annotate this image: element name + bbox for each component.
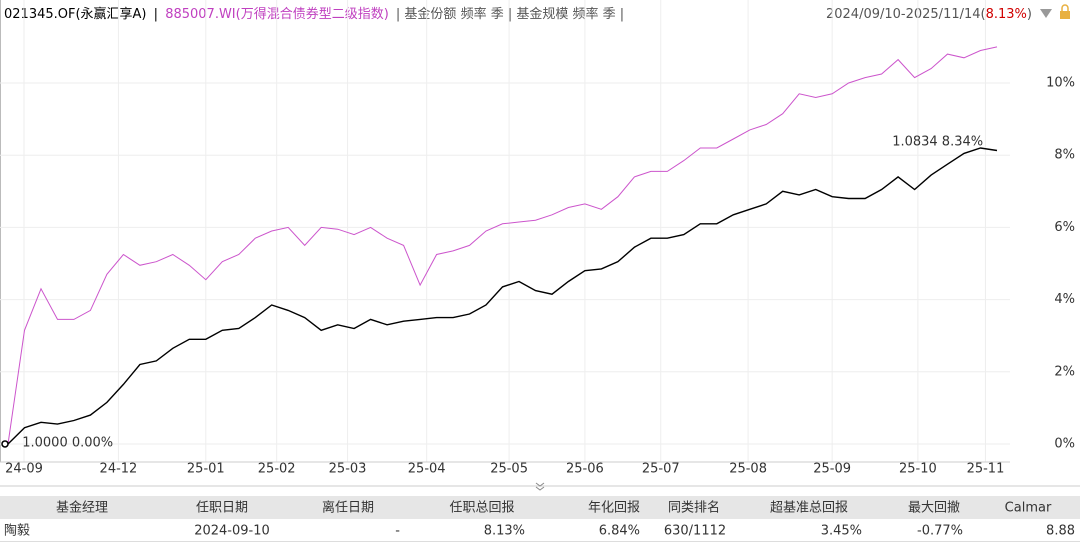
y-tick-label: 8% [1054, 148, 1075, 163]
table-cell: 8.88 [1046, 524, 1075, 539]
annotation: 1.0834 8.34% [892, 134, 983, 149]
column-header: 基金经理 [56, 500, 108, 516]
options[interactable]: | 基金份额 频率 季 | 基金规模 频率 季 | [396, 6, 624, 22]
x-tick-label: 25-01 [187, 462, 225, 477]
fund-legend: 021345.OF(永赢汇享A) [4, 6, 147, 22]
table-cell: 陶毅 [4, 523, 30, 539]
table-cell: 8.13% [484, 524, 525, 539]
lock-icon[interactable] [1060, 11, 1070, 19]
column-header: 年化回报 [588, 501, 640, 516]
x-tick-label: 25-07 [642, 462, 680, 477]
header-right: 2024/09/10-2025/11/14(8.13%) [826, 7, 1032, 22]
x-tick-label: 25-04 [408, 462, 446, 477]
table-cell: 6.84% [599, 524, 640, 539]
x-tick-label: 25-06 [566, 462, 604, 477]
start-marker [1, 440, 9, 448]
y-tick-label: 0% [1054, 436, 1075, 451]
y-tick-label: 4% [1054, 292, 1075, 307]
y-tick-label: 10% [1046, 76, 1075, 91]
table-cell: 3.45% [821, 524, 862, 539]
x-tick-label: 24-12 [100, 462, 138, 477]
series-line [7, 46, 998, 445]
column-header: 同类排名 [668, 500, 720, 516]
x-tick-label: 24-09 [5, 462, 43, 477]
column-header: 超基准总回报 [770, 501, 848, 516]
header-left: 021345.OF(永赢汇享A) | 885007.WI(万得混合债券型二级指数… [4, 6, 624, 22]
y-tick-label: 2% [1054, 364, 1075, 379]
separator: | [154, 7, 158, 22]
x-tick-label: 25-02 [258, 462, 296, 477]
series-line [7, 147, 998, 445]
column-header: 最大回撤 [908, 500, 960, 516]
table-cell: 630/1112 [664, 524, 726, 539]
x-tick-label: 25-03 [329, 462, 367, 477]
table-cell: 2024-09-10 [194, 524, 270, 539]
y-tick-label: 6% [1054, 220, 1075, 235]
range-return: 8.13% [986, 7, 1027, 22]
column-header: 离任日期 [322, 500, 374, 516]
x-tick-label: 25-08 [729, 462, 767, 477]
x-tick-label: 25-11 [967, 462, 1005, 477]
table: 基金经理 任职日期 离任日期 任职总回报 年化回报 同类排名 超基准总回报 最大回撤 Calma… [4, 500, 1075, 539]
annotation: 1.0000 0.00% [22, 435, 113, 450]
collapse-icon[interactable] [535, 482, 545, 491]
column-header: 任职日期 [196, 501, 248, 516]
x-tick-label: 25-10 [899, 462, 937, 477]
plot: 0% 2% 4% 6% 8% 10% 24-09 24-12 25-01 25-02 25-03 25… [0, 0, 1075, 477]
dropdown-icon[interactable] [1040, 9, 1052, 18]
date-range[interactable]: 2024/09/10-2025/11/14( [826, 7, 986, 22]
lock-shackle [1061, 4, 1069, 11]
range-close: ) [1027, 7, 1032, 22]
table-header-bg [0, 496, 1080, 519]
table-cell: -0.77% [917, 524, 963, 539]
column-header: 任职总回报 [449, 501, 514, 516]
table-cell: - [395, 524, 400, 539]
x-tick-label: 25-09 [813, 462, 851, 477]
column-header: Calmar [1005, 501, 1052, 516]
x-tick-label: 25-05 [490, 462, 528, 477]
